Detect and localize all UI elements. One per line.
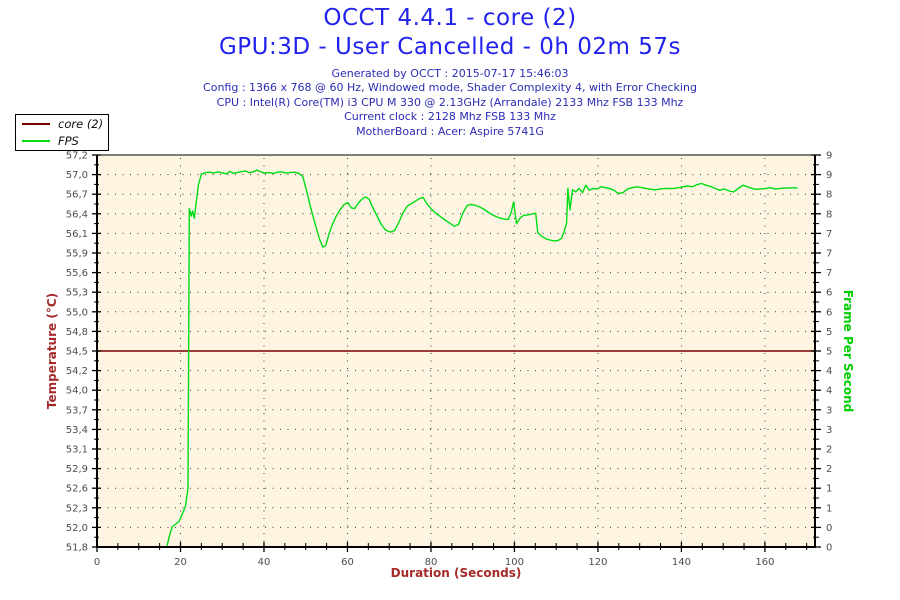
core-line-swatch	[22, 123, 50, 126]
legend-item-fps: FPS	[16, 134, 108, 148]
meta-clock: Current clock : 2128 Mhz FSB 133 Mhz	[344, 110, 556, 124]
right-tick-label: 3	[826, 425, 832, 436]
left-tick-label: 54,5	[66, 347, 88, 358]
left-tick-label: 56,4	[66, 209, 88, 220]
left-tick-label: 55,3	[66, 288, 88, 299]
left-tick-label: 53,4	[66, 425, 88, 436]
meta-generated: Generated by OCCT : 2015-07-17 15:46:03	[331, 67, 569, 80]
fps-line	[166, 169, 798, 547]
x-tick-label: 80	[425, 557, 438, 568]
left-tick-label: 53,7	[66, 405, 88, 416]
left-tick-label: 55,9	[66, 249, 88, 260]
legend-item-core: core (2)	[16, 117, 108, 131]
right-tick-label: 2	[826, 445, 832, 456]
left-tick-label: 56,1	[66, 229, 88, 240]
left-tick-label: 52,3	[66, 503, 88, 514]
meta-motherboard: MotherBoard : Acer: Aspire 5741G	[356, 124, 544, 138]
left-tick-label: 53,1	[66, 445, 88, 456]
left-tick-label: 57,0	[66, 170, 88, 181]
x-tick-label: 40	[258, 557, 271, 568]
right-axis-title: Frame Per Second	[841, 289, 855, 413]
x-tick-label: 120	[588, 557, 607, 568]
right-tick-label: 2	[826, 464, 832, 475]
right-tick-label: 5	[826, 327, 832, 338]
left-tick-label: 55,6	[66, 268, 88, 279]
fps-line-swatch	[22, 139, 50, 142]
page-title: OCCT 4.4.1 - core (2)	[323, 5, 577, 31]
left-tick-label: 51,8	[66, 543, 88, 554]
left-tick-label: 52,0	[66, 523, 88, 534]
left-tick-label: 55,0	[66, 307, 88, 318]
x-tick-label: 100	[505, 557, 524, 568]
x-axis-title: Duration (Seconds)	[390, 566, 522, 580]
meta-config: Config : 1366 x 768 @ 60 Hz, Windowed mo…	[203, 81, 697, 95]
legend-label-fps: FPS	[58, 133, 79, 148]
x-tick-label: 140	[672, 557, 691, 568]
left-tick-label: 56,7	[66, 190, 88, 201]
right-tick-label: 1	[826, 503, 832, 514]
right-tick-label: 7	[826, 268, 832, 279]
left-tick-label: 54,0	[66, 386, 88, 397]
metadata-block: Generated by OCCT : 2015-07-17 15:46:03 …	[0, 67, 900, 139]
right-tick-label: 4	[826, 366, 832, 377]
left-tick-label: 52,6	[66, 484, 88, 495]
left-tick-label: 52,9	[66, 464, 88, 475]
x-tick-label: 160	[755, 557, 774, 568]
left-tick-label: 54,8	[66, 327, 88, 338]
left-tick-label: 54,2	[66, 366, 88, 377]
x-tick-label: 0	[94, 557, 100, 568]
meta-cpu: CPU : Intel(R) Core(TM) i3 CPU M 330 @ 2…	[216, 95, 684, 109]
legend-label-core: core (2)	[58, 117, 104, 132]
right-tick-label: 7	[826, 229, 832, 240]
legend: core (2) FPS	[15, 114, 109, 151]
right-tick-label: 8	[826, 190, 832, 201]
right-tick-label: 9	[826, 151, 832, 162]
left-axis-title: Temperature (°C)	[45, 292, 59, 410]
page-subtitle: GPU:3D - User Cancelled - 0h 02m 57s	[218, 34, 681, 60]
right-tick-label: 7	[826, 249, 832, 260]
x-tick-label: 60	[341, 557, 354, 568]
right-tick-label: 6	[826, 288, 832, 299]
right-tick-label: 8	[826, 209, 832, 220]
right-tick-label: 9	[826, 170, 832, 181]
right-tick-label: 4	[826, 386, 832, 397]
right-tick-label: 0	[826, 543, 832, 554]
x-tick-label: 20	[174, 557, 187, 568]
right-tick-label: 0	[826, 523, 832, 534]
right-tick-label: 3	[826, 405, 832, 416]
right-tick-label: 1	[826, 484, 832, 495]
right-tick-label: 5	[826, 347, 832, 358]
left-tick-label: 57,2	[66, 151, 88, 162]
right-tick-label: 6	[826, 307, 832, 318]
